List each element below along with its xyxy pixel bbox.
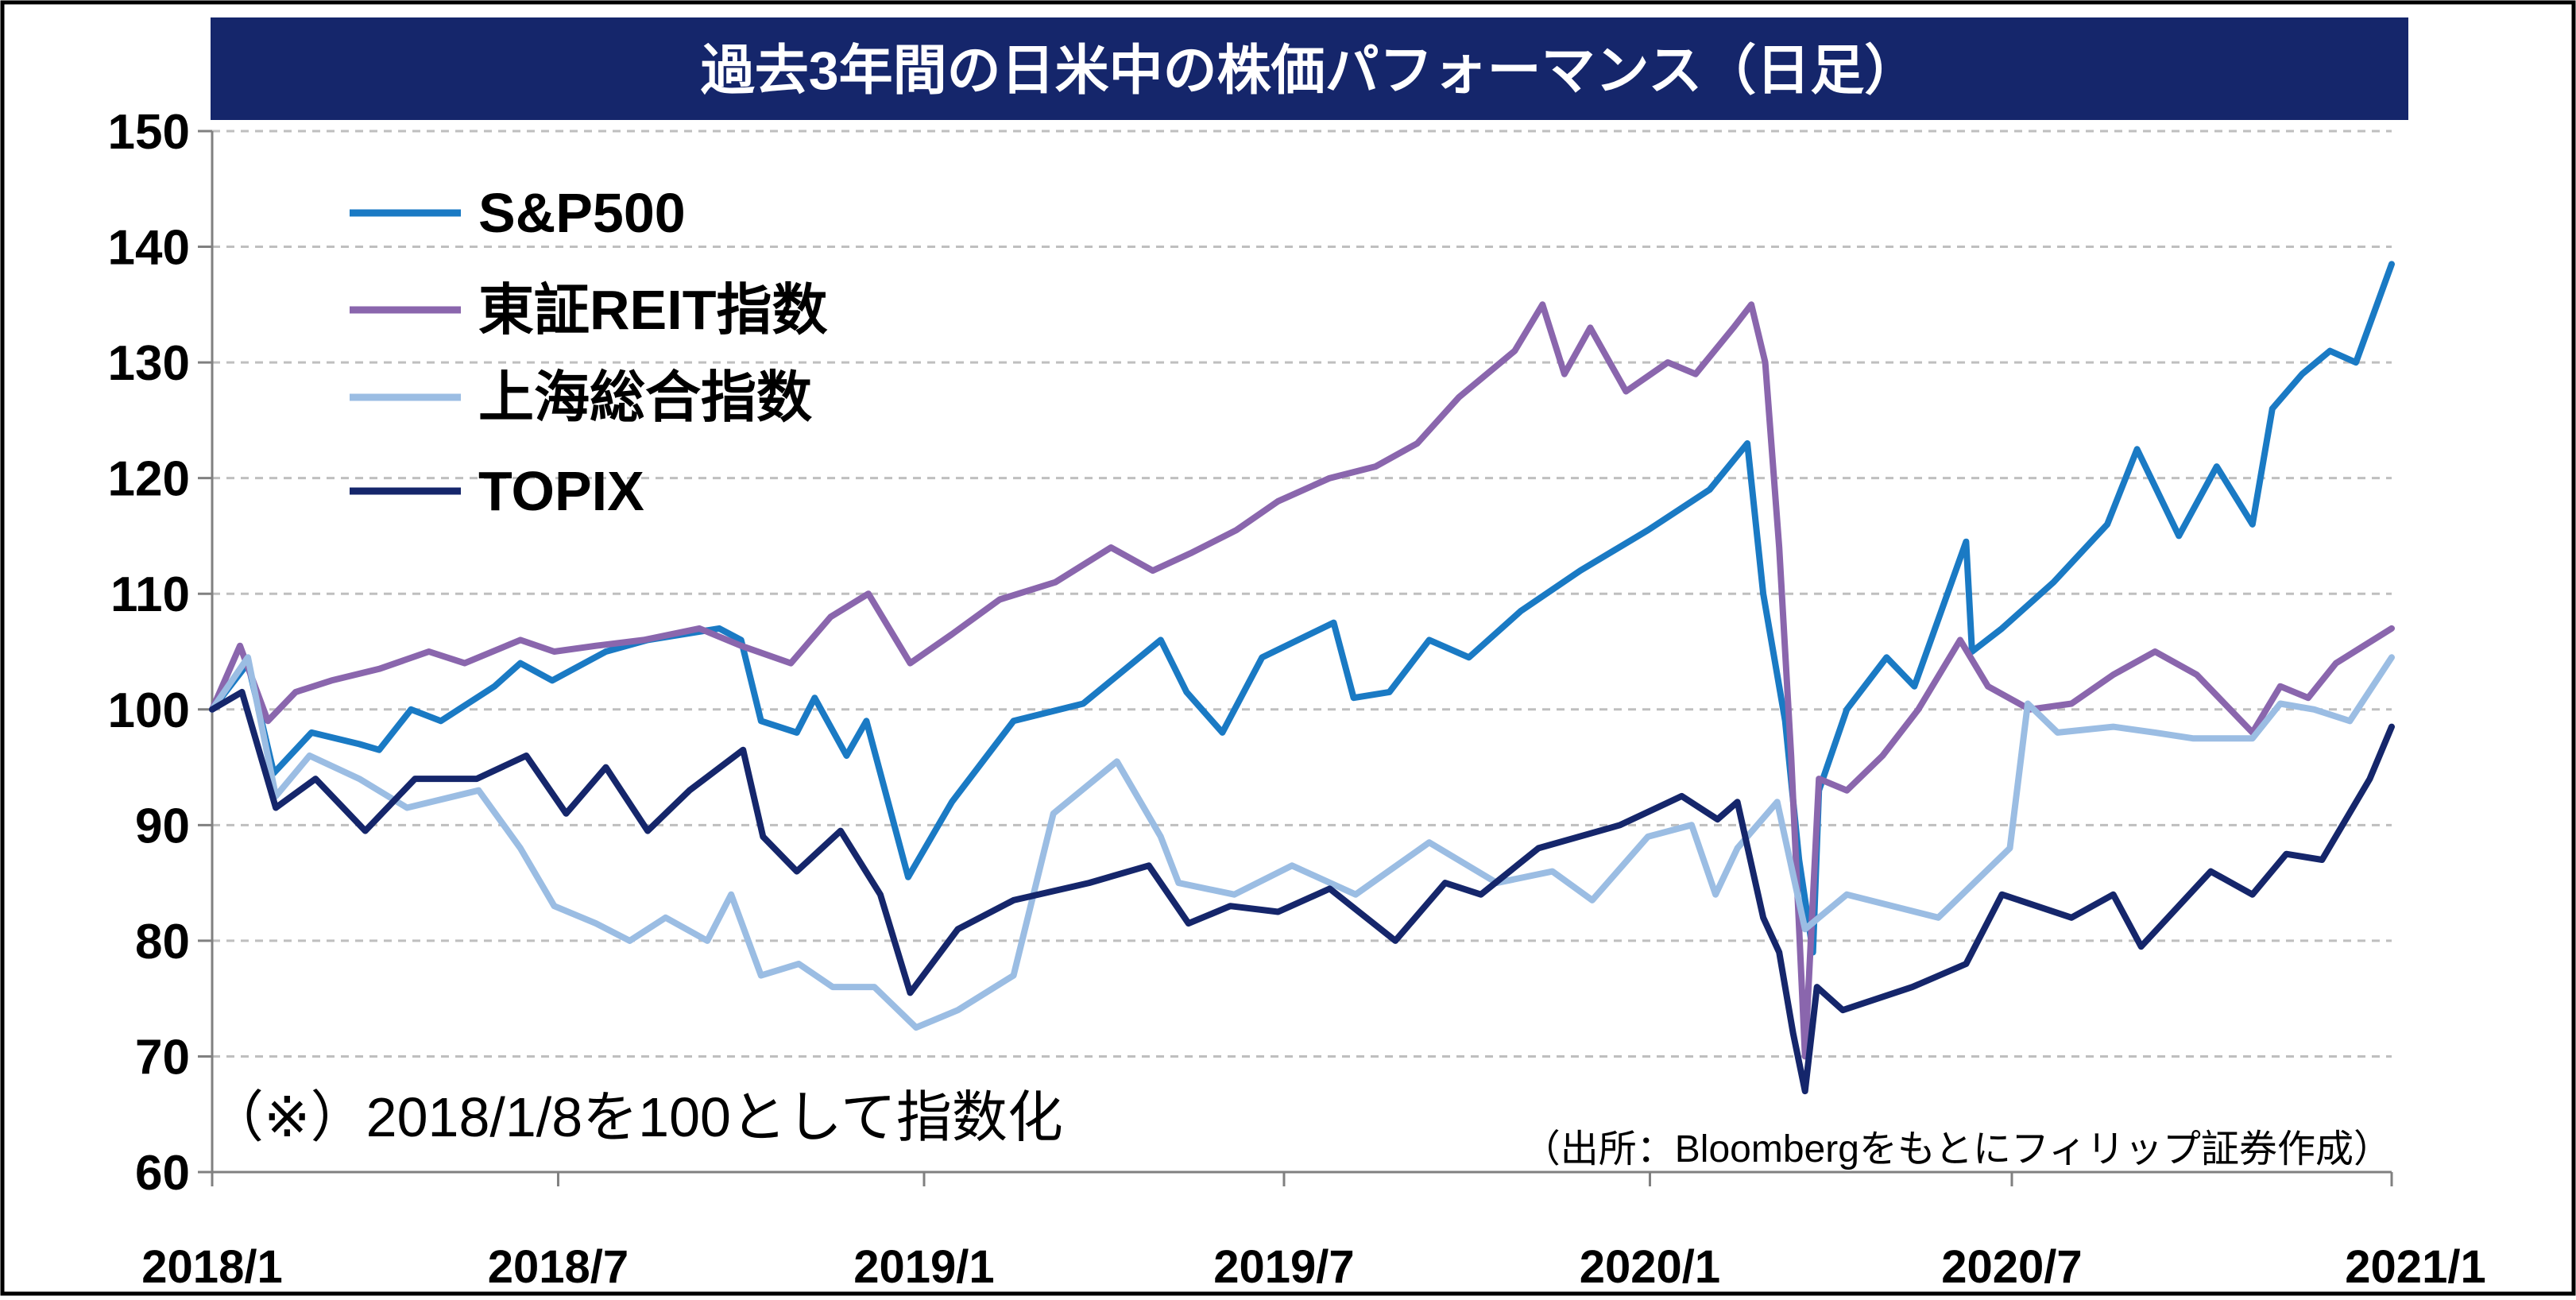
x-tick-label: 2019/1 bbox=[853, 1241, 994, 1293]
source-note: （出所：Bloombergをもとにフィリップ証券作成） bbox=[1522, 1128, 2392, 1170]
series-line-0 bbox=[209, 261, 2395, 956]
y-tick-label: 150 bbox=[108, 105, 190, 160]
y-tick-label: 70 bbox=[135, 1030, 190, 1085]
x-tick-label: 2019/7 bbox=[1213, 1241, 1354, 1293]
y-tick-label: 130 bbox=[108, 336, 190, 391]
y-tick-label: 140 bbox=[108, 221, 190, 276]
series-line-3 bbox=[209, 688, 2395, 1095]
title-banner bbox=[211, 17, 2408, 120]
axes: 60 70 80 90 100 110 120 130 140 150 2018/1 2018/7 20… bbox=[108, 105, 2486, 1293]
y-tick-label: 120 bbox=[108, 452, 190, 507]
chart-title: 過去3年間の日米中の株価パフォーマンス（日足） bbox=[701, 41, 1918, 101]
series-line-2 bbox=[209, 654, 2395, 1031]
grid bbox=[212, 130, 2392, 1058]
y-tick-label: 90 bbox=[135, 799, 190, 853]
legend-label: S&P500 bbox=[478, 182, 686, 244]
y-tick-label: 80 bbox=[135, 915, 190, 969]
x-tick-label: 2021/1 bbox=[2345, 1241, 2485, 1293]
x-tick-label: 2020/7 bbox=[1941, 1241, 2082, 1293]
y-tick-label: 110 bbox=[110, 567, 190, 622]
y-tick-label: 100 bbox=[108, 683, 190, 738]
series-lines bbox=[209, 261, 2395, 1095]
legend-label: 上海総合指数 bbox=[478, 366, 812, 428]
y-tick-label: 60 bbox=[135, 1146, 190, 1201]
x-tick-label: 2020/1 bbox=[1580, 1241, 1720, 1293]
legend-label: 東証REIT指数 bbox=[478, 279, 827, 341]
x-tick-label: 2018/1 bbox=[141, 1241, 282, 1293]
x-tick-label: 2018/7 bbox=[488, 1241, 629, 1293]
index-note: （※）2018/1/8を100として指数化 bbox=[208, 1086, 1063, 1148]
legend-label: TOPIX bbox=[478, 460, 644, 522]
